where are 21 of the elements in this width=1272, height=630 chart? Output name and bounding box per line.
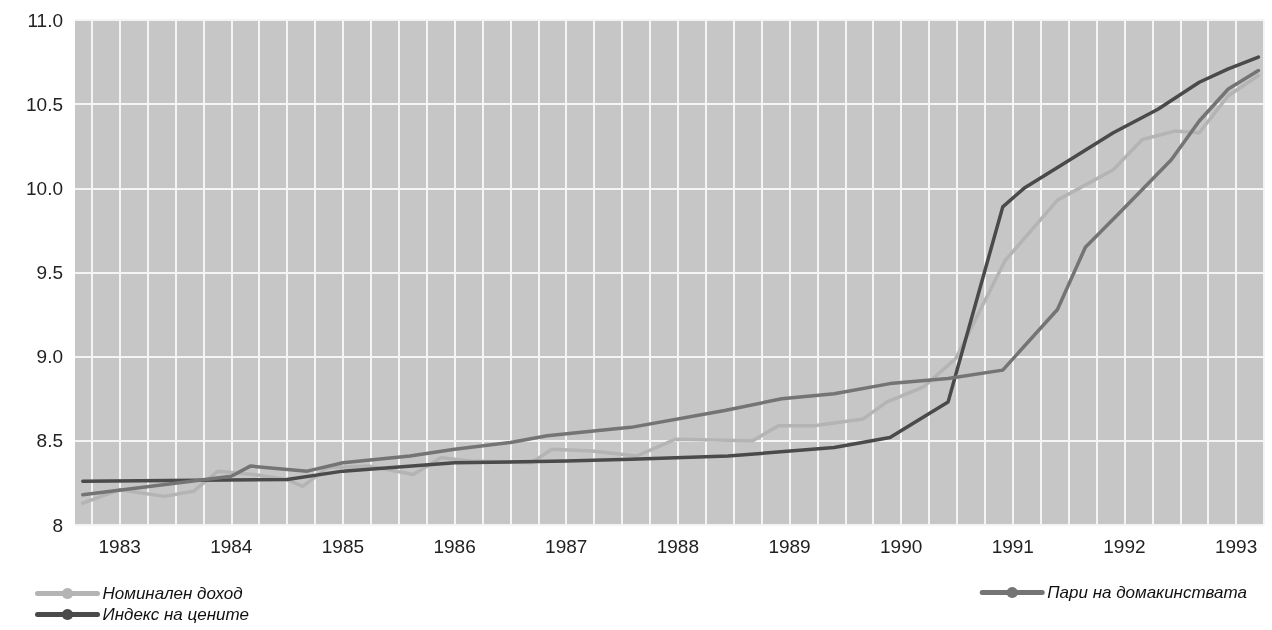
- x-tick-label: 1988: [656, 536, 700, 557]
- legend-label: Пари на домакинствата: [1047, 583, 1248, 602]
- y-tick-label: 10.5: [26, 93, 63, 115]
- y-tick-label: 8.5: [36, 430, 63, 452]
- x-tick-label: 1984: [210, 536, 253, 557]
- legend-label: Индекс на цените: [102, 605, 250, 624]
- x-tick-label: 1983: [98, 536, 141, 557]
- x-tick-label: 1992: [1103, 536, 1146, 557]
- y-tick-label: 9.0: [36, 346, 63, 368]
- x-tick-label: 1989: [768, 536, 811, 557]
- y-tick-label: 8: [52, 514, 63, 536]
- y-tick-label: 11.0: [27, 9, 63, 31]
- x-tick-label: 1990: [880, 536, 923, 557]
- x-tick-label: 1987: [545, 536, 588, 557]
- x-tick-label: 1985: [321, 536, 365, 557]
- x-tick-label: 1986: [433, 536, 476, 557]
- legend-label: Номинален доход: [102, 584, 243, 603]
- x-tick-label: 1991: [991, 536, 1034, 557]
- y-tick-label: 9.5: [36, 262, 63, 283]
- x-tick-label: 1993: [1214, 536, 1258, 557]
- y-tick-label: 10.0: [26, 177, 63, 199]
